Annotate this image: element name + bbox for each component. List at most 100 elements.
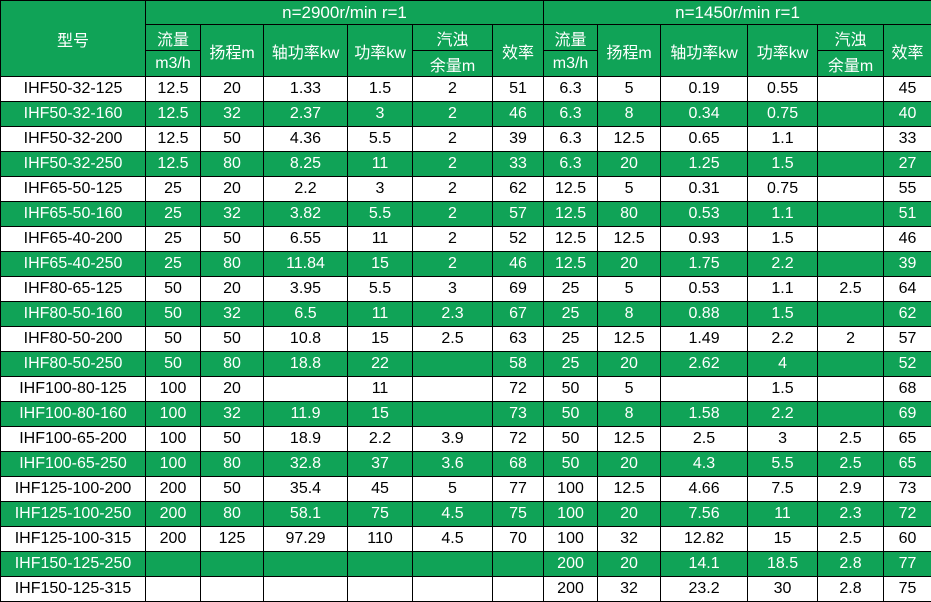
value-cell: 2 — [413, 227, 493, 252]
value-cell: 2.5 — [818, 452, 884, 477]
value-cell: 200 — [146, 527, 201, 552]
model-cell: IHF80-50-200 — [1, 327, 146, 352]
value-cell: 15 — [748, 527, 818, 552]
model-cell: IHF80-50-160 — [1, 302, 146, 327]
value-cell: 2.9 — [818, 477, 884, 502]
value-cell — [818, 127, 884, 152]
value-cell: 20 — [598, 252, 661, 277]
value-cell: 0.53 — [661, 202, 748, 227]
value-cell: 57 — [884, 327, 931, 352]
value-cell: 6.3 — [544, 102, 598, 127]
value-cell — [413, 352, 493, 377]
value-cell: 100 — [146, 402, 201, 427]
value-cell: 64 — [884, 277, 931, 302]
col-header-flow-unit-2900: m3/h — [146, 51, 201, 77]
col-header-npsh-unit-1450: 余量m — [818, 51, 884, 77]
value-cell: 50 — [201, 427, 264, 452]
value-cell: 1.1 — [748, 277, 818, 302]
value-cell: 52 — [884, 352, 931, 377]
value-cell: 80 — [201, 452, 264, 477]
value-cell: 2.3 — [413, 302, 493, 327]
value-cell: 18.5 — [748, 552, 818, 577]
value-cell: 2.3 — [818, 502, 884, 527]
value-cell: 8 — [598, 402, 661, 427]
value-cell: 33 — [493, 152, 544, 177]
value-cell: 7.5 — [748, 477, 818, 502]
value-cell: 75 — [884, 577, 931, 602]
value-cell: 12.82 — [661, 527, 748, 552]
value-cell — [818, 227, 884, 252]
value-cell: 50 — [146, 327, 201, 352]
value-cell: 50 — [544, 427, 598, 452]
value-cell: 4.36 — [264, 127, 348, 152]
value-cell: 125 — [201, 527, 264, 552]
value-cell: 2.5 — [413, 327, 493, 352]
value-cell: 30 — [748, 577, 818, 602]
value-cell — [818, 202, 884, 227]
value-cell: 11 — [348, 152, 413, 177]
value-cell: 12.5 — [544, 202, 598, 227]
value-cell: 12.5 — [544, 252, 598, 277]
value-cell: 11.9 — [264, 402, 348, 427]
value-cell: 3 — [748, 427, 818, 452]
value-cell: 11 — [748, 502, 818, 527]
value-cell: 72 — [884, 502, 931, 527]
value-cell: 20 — [201, 77, 264, 102]
value-cell: 72 — [493, 427, 544, 452]
value-cell: 8 — [598, 102, 661, 127]
value-cell — [818, 177, 884, 202]
value-cell: 1.5 — [348, 77, 413, 102]
value-cell: 1.25 — [661, 152, 748, 177]
value-cell: 73 — [493, 402, 544, 427]
value-cell: 45 — [884, 77, 931, 102]
value-cell: 62 — [493, 177, 544, 202]
value-cell: 67 — [493, 302, 544, 327]
value-cell: 40 — [884, 102, 931, 127]
value-cell: 0.34 — [661, 102, 748, 127]
model-cell: IHF50-32-200 — [1, 127, 146, 152]
value-cell: 20 — [201, 277, 264, 302]
value-cell: 46 — [493, 102, 544, 127]
value-cell: 32 — [201, 402, 264, 427]
value-cell: 5 — [598, 77, 661, 102]
value-cell: 20 — [598, 352, 661, 377]
value-cell — [818, 302, 884, 327]
value-cell — [818, 77, 884, 102]
value-cell: 37 — [348, 452, 413, 477]
value-cell: 200 — [146, 477, 201, 502]
value-cell: 1.1 — [748, 202, 818, 227]
value-cell: 100 — [146, 452, 201, 477]
value-cell: 58.1 — [264, 502, 348, 527]
value-cell — [661, 377, 748, 402]
value-cell: 4.5 — [413, 502, 493, 527]
value-cell: 100 — [544, 527, 598, 552]
value-cell: 110 — [348, 527, 413, 552]
value-cell: 2 — [413, 77, 493, 102]
value-cell: 14.1 — [661, 552, 748, 577]
value-cell: 80 — [201, 352, 264, 377]
value-cell — [818, 402, 884, 427]
value-cell: 12.5 — [544, 177, 598, 202]
value-cell: 80 — [201, 152, 264, 177]
value-cell: 69 — [493, 277, 544, 302]
value-cell: 77 — [493, 477, 544, 502]
value-cell: 50 — [146, 352, 201, 377]
value-cell — [493, 577, 544, 602]
value-cell: 27 — [884, 152, 931, 177]
value-cell: 2.2 — [748, 252, 818, 277]
value-cell: 2.37 — [264, 102, 348, 127]
model-cell: IHF150-125-315 — [1, 577, 146, 602]
model-cell: IHF100-80-160 — [1, 402, 146, 427]
value-cell: 50 — [544, 452, 598, 477]
value-cell: 51 — [493, 77, 544, 102]
col-header-flow-2900: 流量 — [146, 25, 201, 51]
value-cell: 2.5 — [818, 277, 884, 302]
